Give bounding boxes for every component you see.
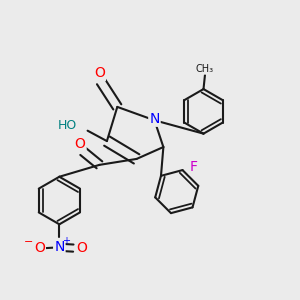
Text: −: − (24, 237, 34, 247)
Text: N: N (149, 112, 160, 126)
Text: F: F (190, 160, 198, 174)
Text: N: N (54, 240, 64, 254)
Text: O: O (75, 137, 86, 151)
Text: O: O (34, 241, 45, 255)
Text: +: + (62, 236, 70, 246)
Text: CH₃: CH₃ (196, 64, 214, 74)
Text: O: O (76, 241, 87, 255)
Text: O: O (94, 66, 105, 80)
Text: HO: HO (58, 119, 77, 132)
